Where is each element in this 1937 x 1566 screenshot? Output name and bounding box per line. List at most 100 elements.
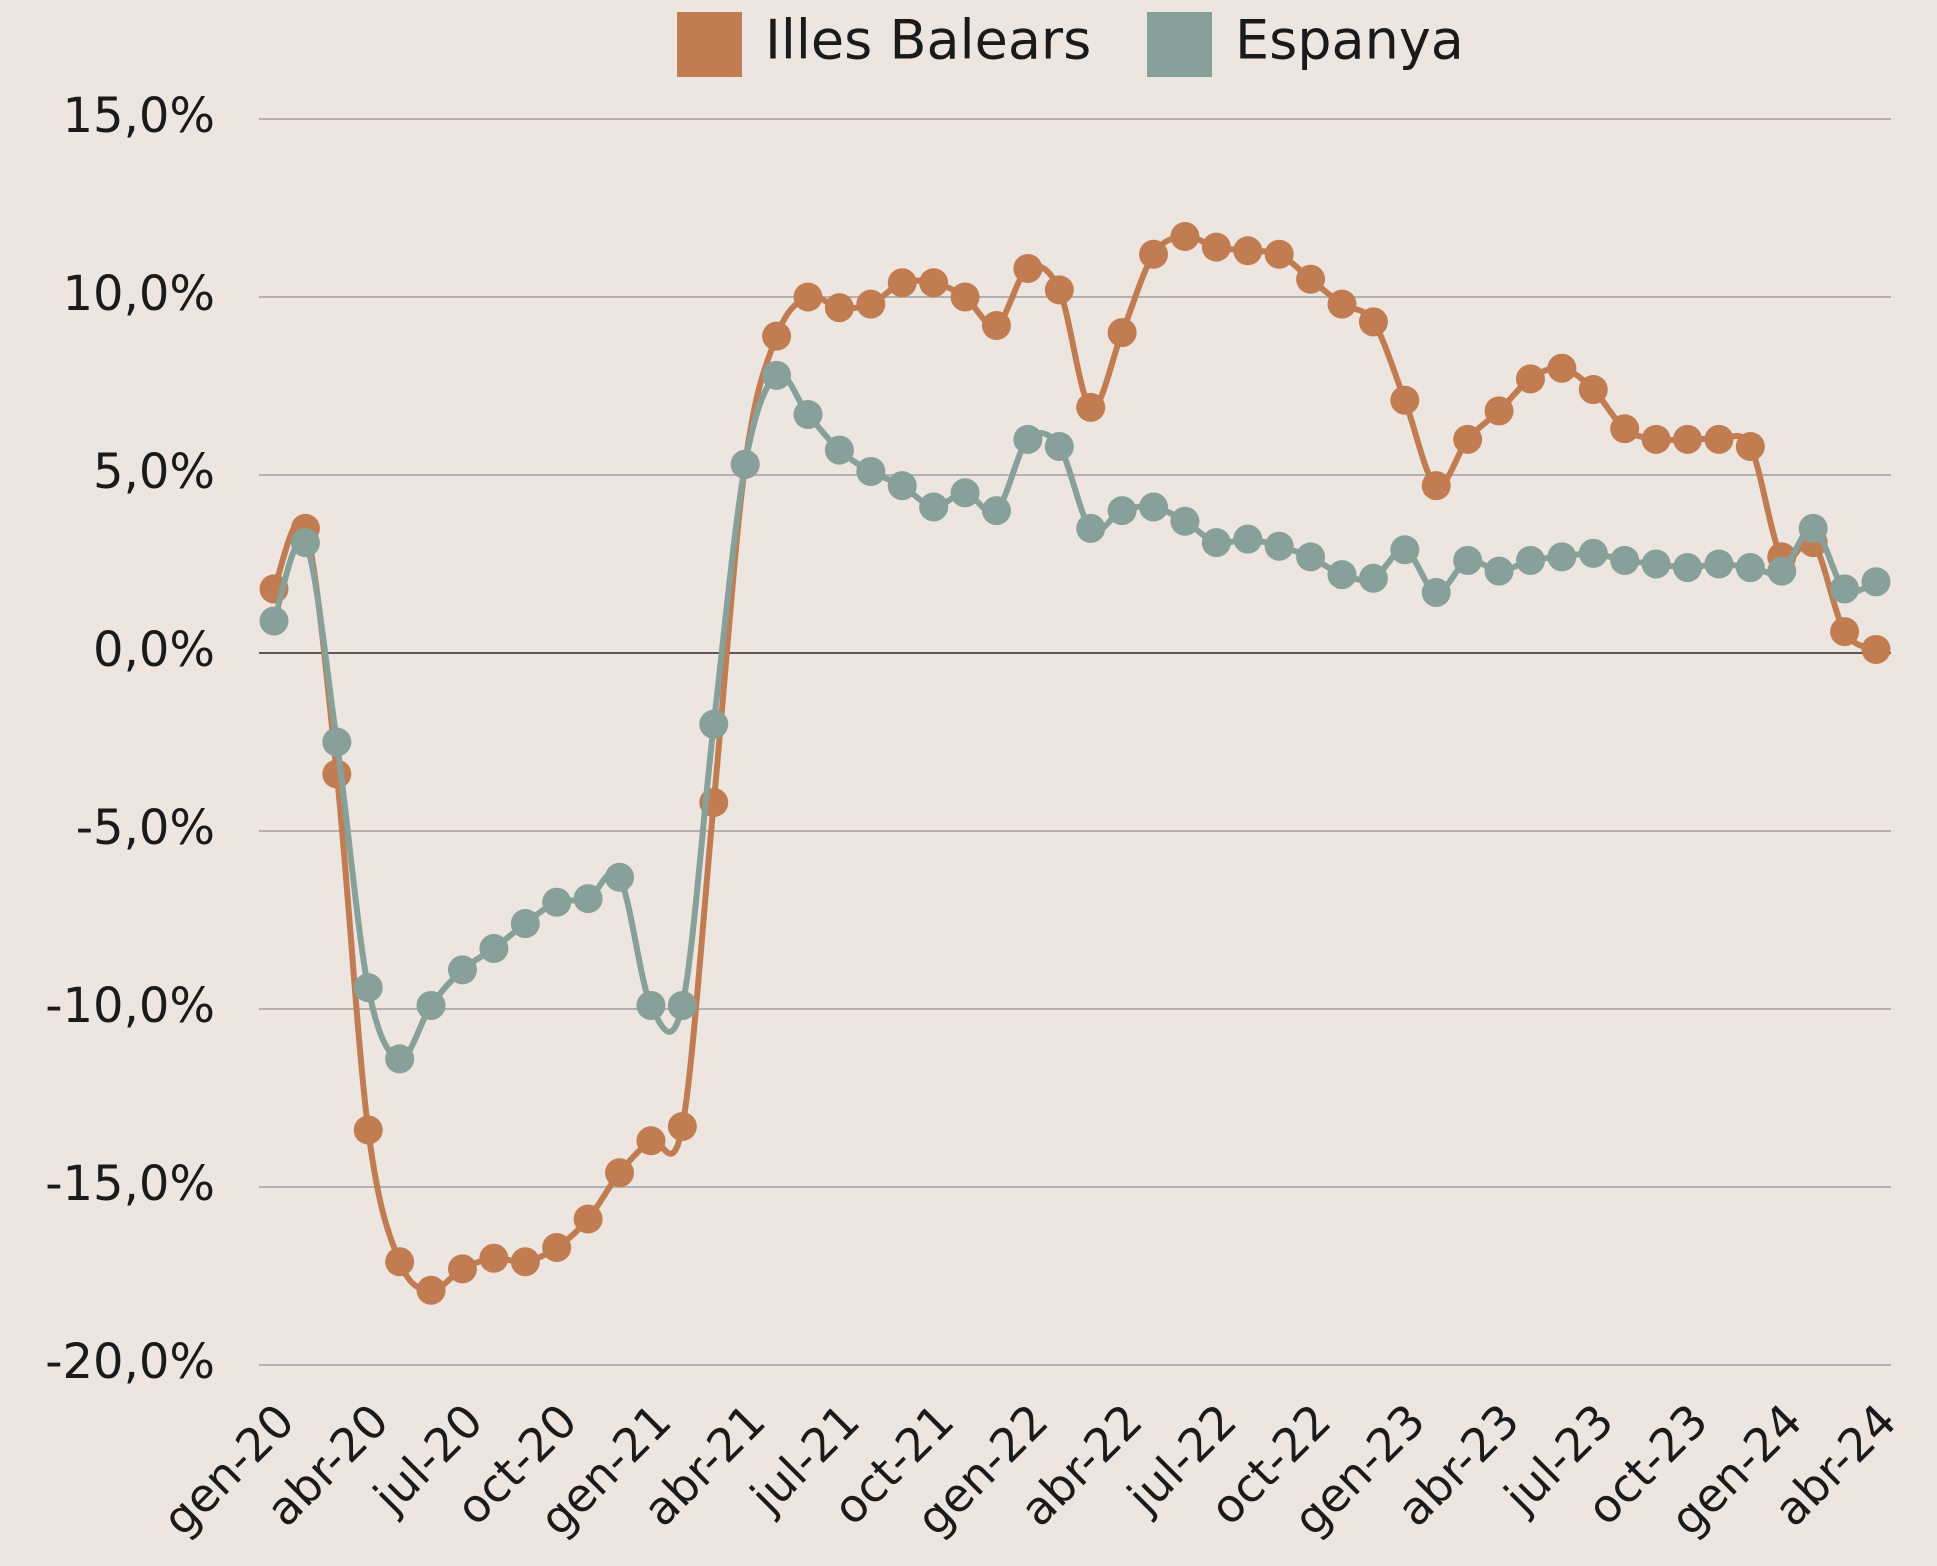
data-point <box>542 887 572 917</box>
data-point <box>1139 492 1169 522</box>
data-point <box>1798 513 1828 543</box>
data-point <box>856 289 886 319</box>
data-point <box>605 1158 635 1188</box>
data-point <box>1107 318 1137 348</box>
data-point <box>1327 289 1357 319</box>
legend-label: Illes Balears <box>765 9 1091 72</box>
data-point <box>1296 542 1326 572</box>
data-point <box>793 282 823 312</box>
data-point <box>1547 542 1577 572</box>
data-point <box>1830 617 1860 647</box>
data-point <box>1233 236 1263 266</box>
data-point <box>542 1233 572 1263</box>
data-point <box>950 282 980 312</box>
data-point <box>385 1247 415 1277</box>
data-point <box>1264 531 1294 561</box>
data-point <box>1861 634 1891 664</box>
data-point <box>762 321 792 351</box>
data-point <box>1515 364 1545 394</box>
data-point <box>259 606 289 636</box>
data-point <box>1735 432 1765 462</box>
data-point <box>479 1243 509 1273</box>
data-point <box>1830 574 1860 604</box>
data-point <box>416 990 446 1020</box>
data-point <box>1641 549 1671 579</box>
data-point <box>1044 275 1074 305</box>
data-point <box>1076 513 1106 543</box>
data-point <box>1547 353 1577 383</box>
data-point <box>919 492 949 522</box>
data-point <box>416 1275 446 1305</box>
series-line <box>271 371 1878 1062</box>
data-point <box>1013 424 1043 454</box>
data-point <box>1170 506 1200 536</box>
data-point <box>1358 563 1388 593</box>
data-point <box>887 268 917 298</box>
data-point <box>1421 577 1451 607</box>
data-point <box>981 496 1011 526</box>
y-tick-label: 0,0% <box>93 622 215 678</box>
data-point <box>290 528 320 558</box>
data-point <box>1610 545 1640 575</box>
data-point <box>1641 424 1671 454</box>
legend-label: Espanya <box>1235 9 1464 72</box>
data-point <box>573 884 603 914</box>
data-point <box>1515 545 1545 575</box>
data-point <box>919 268 949 298</box>
data-point <box>1673 424 1703 454</box>
data-point <box>981 310 1011 340</box>
legend-swatch <box>1147 12 1212 77</box>
data-point <box>950 478 980 508</box>
data-point <box>1453 545 1483 575</box>
data-point <box>1201 528 1231 558</box>
data-point <box>1704 424 1734 454</box>
y-tick-label: 5,0% <box>93 444 215 500</box>
data-point <box>1484 396 1514 426</box>
data-point <box>605 862 635 892</box>
data-point <box>353 1115 383 1145</box>
data-point <box>1264 239 1294 269</box>
data-point <box>353 973 383 1003</box>
data-point <box>510 1247 540 1277</box>
data-point <box>730 449 760 479</box>
data-point <box>1578 375 1608 405</box>
data-point <box>762 360 792 390</box>
data-point <box>1296 264 1326 294</box>
data-point <box>636 1126 666 1156</box>
data-point <box>1013 254 1043 284</box>
legend-swatch <box>677 12 742 77</box>
data-point <box>1076 392 1106 422</box>
data-point <box>824 435 854 465</box>
y-tick-label: 15,0% <box>63 88 215 144</box>
data-point <box>1201 232 1231 262</box>
data-point <box>1170 221 1200 251</box>
data-point <box>573 1204 603 1234</box>
y-tick-label: -10,0% <box>45 978 215 1034</box>
y-tick-label: -20,0% <box>45 1334 215 1390</box>
data-point <box>667 1111 697 1141</box>
y-tick-label: 10,0% <box>63 266 215 322</box>
data-point <box>1673 553 1703 583</box>
data-point <box>1044 432 1074 462</box>
data-point <box>1390 385 1420 415</box>
data-point <box>856 456 886 486</box>
data-point <box>667 990 697 1020</box>
data-point <box>1610 414 1640 444</box>
data-point <box>1327 560 1357 590</box>
data-point <box>1233 524 1263 554</box>
data-point <box>385 1044 415 1074</box>
data-point <box>447 955 477 985</box>
data-point <box>1735 553 1765 583</box>
data-point <box>887 471 917 501</box>
data-point <box>447 1254 477 1284</box>
data-point <box>1704 549 1734 579</box>
data-point <box>510 909 540 939</box>
data-point <box>1484 556 1514 586</box>
data-point <box>636 990 666 1020</box>
data-point <box>699 709 729 739</box>
y-tick-label: -5,0% <box>76 800 215 856</box>
data-point <box>1358 307 1388 337</box>
data-point <box>1578 538 1608 568</box>
data-point <box>1107 496 1137 526</box>
